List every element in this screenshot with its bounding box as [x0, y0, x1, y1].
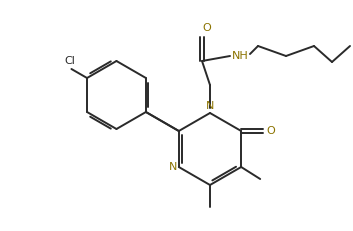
- Text: O: O: [203, 23, 211, 33]
- Text: N: N: [206, 101, 214, 111]
- Text: O: O: [267, 126, 276, 136]
- Text: Cl: Cl: [64, 56, 75, 66]
- Text: N: N: [169, 162, 177, 172]
- Text: NH: NH: [232, 51, 249, 61]
